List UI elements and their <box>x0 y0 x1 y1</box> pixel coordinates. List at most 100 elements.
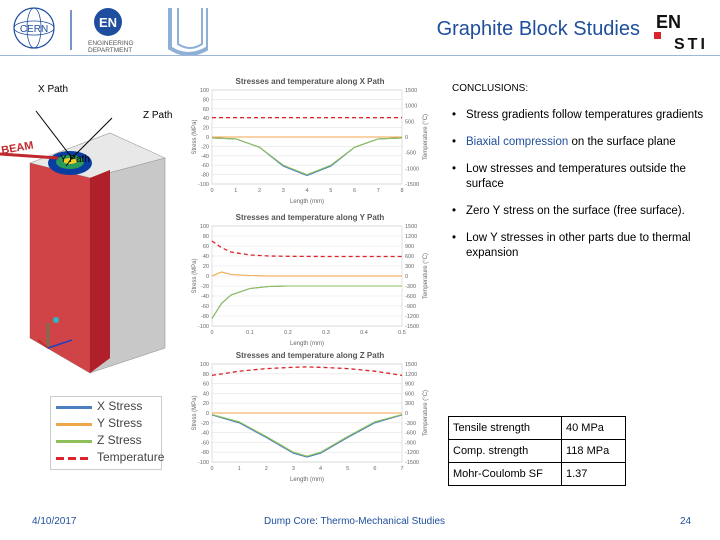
cern-en-logos: CERN EN ENGINEERING DEPARTMENT <box>13 7 210 56</box>
x-tick-label: 6 <box>373 466 376 472</box>
chart-y-path-svg: Stresses and temperature along Y Path 100… <box>192 213 429 347</box>
y-tick-label: -20 <box>201 284 209 290</box>
conclusion-text-4: Zero Y stress on the surface (free surfa… <box>466 205 685 217</box>
series-line-temperature <box>211 366 403 377</box>
y-axis-label: Stress (MPa) <box>192 258 198 293</box>
y-tick-label: -40 <box>201 431 209 437</box>
y2-tick-label: 500 <box>405 119 414 125</box>
y-tick-label: 60 <box>203 107 209 113</box>
y-tick-label: 0 <box>206 411 209 417</box>
y2-tick-label: -300 <box>405 421 416 427</box>
series-line-x-stress <box>211 285 402 319</box>
legend-label-temperature: Temperature <box>97 450 165 464</box>
x-axis-label: Length (mm) <box>290 199 324 205</box>
y2-tick-label: -500 <box>405 151 416 157</box>
y-tick-label: -100 <box>198 182 209 188</box>
x-tick-label: 6 <box>353 188 356 194</box>
y-tick-label: 80 <box>203 97 209 103</box>
y2-tick-label: -600 <box>405 294 416 300</box>
y-tick-label: 20 <box>203 264 209 270</box>
y-axis-label: Stress (MPa) <box>192 395 198 430</box>
y2-axis-label: Temperature (°C) <box>423 114 429 160</box>
x-tick-label: 1 <box>234 188 237 194</box>
y2-tick-label: -600 <box>405 431 416 437</box>
y2-tick-label: 1500 <box>405 224 417 230</box>
y-tick-label: 100 <box>200 362 209 368</box>
x-tick-label: 0 <box>210 188 213 194</box>
y2-tick-label: -1500 <box>405 460 419 466</box>
conclusion-item: • Stress gradients follow temperatures gr… <box>452 109 704 121</box>
y2-tick-label: 1500 <box>405 362 417 368</box>
x-tick-label: 0.1 <box>246 330 254 336</box>
x-tick-label: 2 <box>258 188 261 194</box>
y-tick-label: -80 <box>201 173 209 179</box>
conclusion-text-2: on the surface plane <box>568 136 676 148</box>
x-tick-label: 4 <box>305 188 308 194</box>
x-tick-label: 5 <box>346 466 349 472</box>
y2-tick-label: 900 <box>405 382 414 388</box>
x-axis-label: Length (mm) <box>290 477 324 483</box>
y-path-label: Y Path <box>60 154 90 165</box>
y2-tick-label: -1000 <box>405 166 419 172</box>
y2-tick-label: 300 <box>405 401 414 407</box>
legend-swatch-z <box>56 440 92 443</box>
x-tick-label: 0.4 <box>360 330 368 336</box>
y2-tick-label: 900 <box>405 244 414 250</box>
legend-swatch-y <box>56 423 92 426</box>
y2-tick-label: 600 <box>405 254 414 260</box>
y2-tick-label: -900 <box>405 440 416 446</box>
series-line-temperature <box>211 240 402 258</box>
series-line-x-stress <box>211 137 403 177</box>
x-tick-label: 2 <box>265 466 268 472</box>
conclusion-item: • Zero Y stress on the surface (free surf… <box>452 205 685 217</box>
y-tick-label: 80 <box>203 372 209 378</box>
x-tick-label: 3 <box>282 188 285 194</box>
en-logo: EN ENGINEERING DEPARTMENT <box>88 8 134 54</box>
x-tick-label: 0 <box>210 466 213 472</box>
conclusions-list: • Stress gradients follow temperatures gr… <box>452 108 712 273</box>
material-properties-table: Tensile strength 40 MPa Comp. strength 1… <box>448 416 626 486</box>
y2-axis-label: Temperature (°C) <box>423 253 429 299</box>
y2-tick-label: 1000 <box>405 104 417 110</box>
y-tick-label: -80 <box>201 450 209 456</box>
legend-swatch-temperature <box>56 457 92 460</box>
series-line-x-stress <box>211 414 403 458</box>
footer-page-number: 24 <box>680 516 692 527</box>
y-tick-label: -20 <box>201 144 209 150</box>
x-tick-label: 8 <box>400 188 403 194</box>
chart-z-path-svg: Stresses and temperature along Z Path100… <box>192 351 429 483</box>
beam-label: BEAM <box>0 140 34 157</box>
conclusions-title: CONCLUSIONS: <box>452 83 529 94</box>
property-label: Mohr-Coulomb SF <box>448 462 562 486</box>
y-tick-label: -60 <box>201 304 209 310</box>
ensti-logo: EN STI <box>652 8 716 53</box>
table-row: Mohr-Coulomb SF 1.37 <box>448 462 626 486</box>
series-line-z-stress <box>211 137 403 176</box>
chart-x-path: Stresses and temperature along X Path 100… <box>190 76 430 206</box>
series-line-z-stress <box>211 413 403 457</box>
x-axis-label: Length (mm) <box>290 341 324 347</box>
y2-axis-label: Temperature (°C) <box>423 390 429 436</box>
x-path-label: X Path <box>38 84 68 95</box>
ensti-logo-top: EN <box>656 12 681 32</box>
y-tick-label: 0 <box>206 135 209 141</box>
property-label: Tensile strength <box>448 416 562 440</box>
x-tick-label: 5 <box>329 188 332 194</box>
y-tick-label: -80 <box>201 314 209 320</box>
y2-tick-label: -1200 <box>405 450 419 456</box>
chart-z-path: Stresses and temperature along Z Path 100… <box>190 350 430 484</box>
chart-title: Stresses and temperature along Y Path <box>236 213 385 222</box>
header-logos: CERN EN ENGINEERING DEPARTMENT <box>8 4 210 61</box>
legend-label-z: Z Stress <box>97 433 142 447</box>
x-tick-label: 0.3 <box>322 330 330 336</box>
y-tick-label: -100 <box>198 324 209 330</box>
en-logo-sub2: DEPARTMENT <box>88 47 132 54</box>
y2-tick-label: 300 <box>405 264 414 270</box>
x-tick-label: 7 <box>377 188 380 194</box>
ensti-logo-bottom: STI <box>674 36 708 52</box>
y2-tick-label: 0 <box>405 135 408 141</box>
chart-x-path-svg: Stresses and temperature along X Path100… <box>192 77 429 205</box>
y-tick-label: 40 <box>203 391 209 397</box>
z-path-label: Z Path <box>143 110 172 121</box>
x-tick-label: 0.2 <box>284 330 292 336</box>
